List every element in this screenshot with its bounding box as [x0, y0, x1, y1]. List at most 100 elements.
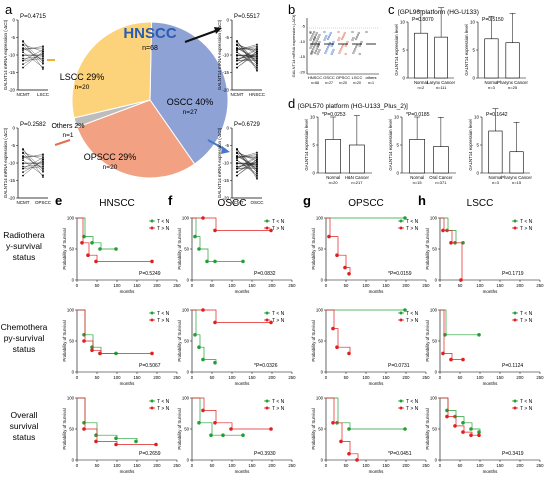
b-point — [317, 35, 320, 39]
km-xtick-label: 100 — [113, 283, 121, 288]
paired-plot-opscc: 0 -5 -10 -15 -20 P=0.2582 NCMT OPSCC GALNT14 mRN… — [3, 122, 52, 205]
km-xtick-label: 150 — [248, 463, 256, 468]
paired-point — [22, 157, 24, 160]
b-point — [354, 45, 358, 49]
paired-point — [236, 171, 238, 174]
b-point — [326, 37, 330, 41]
b-point — [329, 31, 332, 35]
paired-point — [42, 66, 44, 69]
b-point — [311, 34, 314, 38]
km-curve-tgt — [440, 217, 463, 280]
paired-point — [256, 162, 258, 164]
km-row-label: status — [13, 344, 36, 354]
km-ytick-label: 0 — [321, 458, 324, 463]
paired-point — [236, 51, 238, 54]
paired-line — [22, 56, 44, 59]
paired-line — [236, 53, 258, 68]
b-point — [314, 33, 318, 37]
km-ytick-label: 0 — [435, 370, 438, 375]
km-censor-point — [193, 234, 197, 239]
km-censor-point — [347, 351, 351, 356]
km-legend-marker — [513, 406, 517, 410]
km-legend-marker — [399, 318, 403, 322]
bar — [349, 144, 365, 174]
d-ylabel: GALNT14 expression level — [388, 119, 393, 170]
pie-label-1: OPSCC 29% — [84, 152, 137, 162]
km-grid: HNSCC OSCC OPSCC LSCCRadiotheray-survivalst… — [1, 198, 545, 474]
km-censor-point — [94, 439, 98, 444]
b-n: n=68 — [311, 81, 319, 85]
paired-point — [22, 174, 24, 177]
paired-point — [256, 156, 258, 159]
km-censor-point — [98, 351, 102, 356]
paired-xlabel: OSCC — [250, 200, 264, 205]
pie-title: HNSCC — [123, 25, 177, 42]
km-censor-point — [335, 253, 339, 257]
km-ytick-label: 100 — [182, 396, 190, 401]
paired-point — [22, 159, 24, 162]
paired-ytick-label: -10 — [8, 161, 15, 166]
bar-n: n=15 — [512, 180, 522, 185]
b-n: n=20 — [339, 81, 347, 85]
km-xtick-label: 100 — [228, 283, 236, 288]
km-legend-marker — [513, 226, 517, 230]
km-curve-tlt — [192, 397, 244, 436]
paired-point — [42, 153, 44, 156]
km-legend-marker — [265, 406, 269, 410]
km-ytick-label: 0 — [187, 458, 190, 463]
paired-line — [236, 47, 258, 59]
paired-xlabel: OPSCC — [35, 200, 52, 205]
paired-point — [22, 59, 24, 62]
paired-point — [42, 45, 44, 48]
b-point — [328, 33, 332, 37]
km-censor-point — [82, 339, 86, 343]
km-censor-point — [441, 351, 445, 356]
km-xtick-label: 250 — [536, 283, 544, 288]
b-point — [312, 38, 316, 42]
km-pvalue: P=0.5067 — [139, 363, 161, 369]
km-row-label: Overall — [11, 410, 38, 420]
b-xlabel: others — [365, 75, 376, 80]
km-xtick-label: 150 — [133, 463, 141, 468]
km-ytick-label: 0 — [187, 278, 190, 283]
b-point — [337, 38, 340, 42]
km-xlabel: months — [235, 289, 251, 294]
km-censor-point — [461, 430, 465, 434]
b-point — [330, 52, 333, 56]
paired-point — [236, 174, 238, 177]
km-pvalue: P=0.5249 — [139, 271, 161, 277]
km-xtick-label: 50 — [458, 283, 463, 288]
km-row-label: status — [13, 252, 36, 262]
b-point — [317, 50, 320, 54]
paired-point — [22, 54, 24, 56]
km-censor-point — [269, 427, 273, 431]
paired-xlabel: NCMT — [231, 200, 244, 205]
km-ytick-label: 0 — [187, 370, 190, 375]
c-ylabel: GALNT14 expression level — [464, 24, 469, 75]
km-col-title: OPSCC — [348, 198, 384, 209]
b-point — [310, 52, 313, 56]
km-legend-label: T > N — [406, 318, 419, 324]
paired-point — [22, 57, 24, 60]
km-censor-point — [343, 265, 347, 270]
paired-point — [42, 163, 44, 166]
paired-ytick-label: -20 — [222, 196, 229, 201]
km-pvalue: P=0.0832 — [254, 271, 276, 277]
km-xlabel: months — [120, 289, 136, 294]
paired-point — [42, 174, 44, 177]
paired-point — [256, 61, 258, 63]
km-ylabel: Probability of Survival — [177, 228, 182, 269]
paired-pvalue: P=0.5517 — [234, 14, 261, 20]
km-xtick-label: 250 — [422, 283, 430, 288]
b-point — [323, 30, 326, 34]
bar-xlabel: Normal — [485, 80, 499, 85]
km-censor-point — [82, 427, 86, 431]
bar-xlabel: Normal — [326, 175, 340, 180]
km-censor-point — [477, 430, 481, 434]
km-xtick-label: 250 — [288, 463, 296, 468]
km-xtick-label: 200 — [153, 463, 161, 468]
paired-plots: 0 -5 -10 -15 -20 P=0.4715 NCMT LSCC GALNT14 mRNA… — [3, 14, 266, 205]
pie-label-3: LSCC 29% — [60, 72, 105, 82]
b-point — [337, 30, 340, 34]
